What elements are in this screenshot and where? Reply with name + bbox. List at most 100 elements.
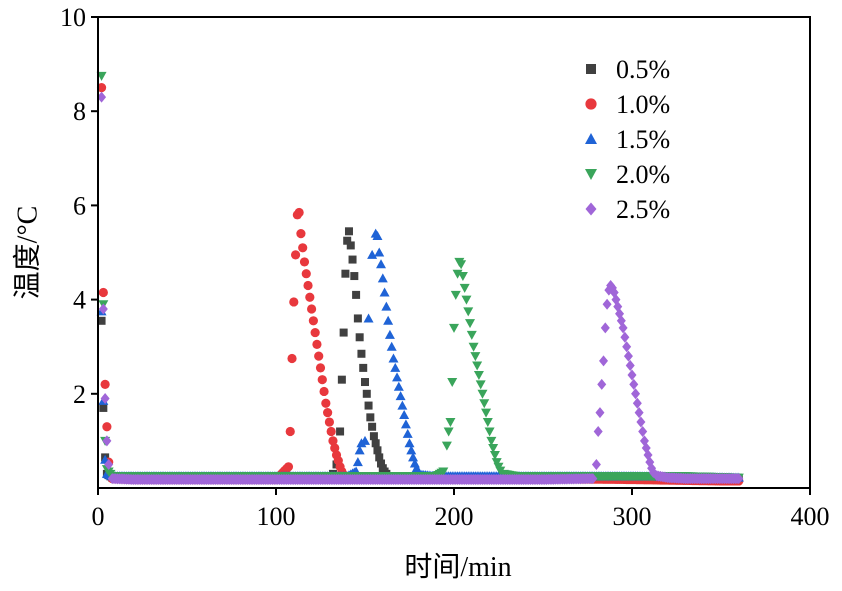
data-point — [355, 333, 364, 342]
data-point — [489, 451, 500, 461]
data-point — [102, 422, 112, 432]
data-point — [287, 353, 297, 364]
data-point — [310, 327, 320, 338]
data-point — [473, 370, 484, 380]
data-point — [308, 316, 318, 326]
data-point — [98, 303, 108, 315]
data-point — [629, 378, 639, 390]
data-point — [350, 272, 359, 281]
legend-label: 2.0% — [616, 160, 670, 189]
data-point — [97, 91, 107, 103]
data-point — [346, 241, 355, 250]
data-point — [290, 250, 301, 260]
data-point — [623, 350, 633, 362]
data-point — [381, 301, 392, 311]
data-point — [449, 323, 459, 333]
data-point — [372, 231, 383, 241]
data-point — [388, 353, 399, 363]
data-point — [364, 401, 373, 410]
data-point — [298, 243, 308, 253]
data-point — [486, 436, 497, 446]
legend-label: 1.0% — [616, 90, 670, 119]
x-tick-label: 400 — [791, 502, 830, 531]
data-point — [457, 272, 468, 282]
axis-ticks: 0 100 200 300 400 2 4 6 8 10 — [60, 3, 830, 531]
data-point — [299, 257, 310, 267]
y-tick-label: 6 — [73, 191, 86, 220]
data-point — [360, 435, 370, 445]
data-point — [371, 439, 380, 448]
series-5 — [97, 91, 744, 486]
y-tick-label: 2 — [73, 380, 86, 409]
data-point — [734, 473, 744, 485]
data-point — [627, 369, 637, 381]
data-point — [475, 380, 486, 390]
legend-item: 0.5% — [586, 55, 670, 84]
data-point — [491, 458, 502, 468]
data-point — [620, 331, 630, 343]
data-point — [362, 389, 371, 398]
data-point — [354, 445, 365, 455]
data-point — [393, 381, 404, 391]
y-axis-title: 温度/°C — [11, 206, 43, 300]
data-point — [472, 361, 483, 371]
x-tick-label: 300 — [613, 502, 652, 531]
data-point — [395, 391, 406, 401]
data-point — [595, 407, 605, 419]
y-tick-label: 10 — [60, 3, 86, 32]
data-point — [445, 418, 456, 428]
data-point — [343, 236, 352, 245]
data-point — [97, 316, 106, 325]
data-point — [375, 453, 384, 462]
data-point — [400, 419, 411, 429]
data-point — [597, 378, 607, 390]
data-point — [374, 247, 385, 257]
data-point — [363, 313, 374, 323]
data-point — [99, 403, 108, 412]
data-point — [102, 435, 112, 447]
data-point — [634, 407, 644, 419]
data-point — [305, 292, 315, 302]
data-point — [447, 378, 458, 388]
data-point — [602, 298, 612, 310]
data-point — [352, 457, 363, 467]
data-point — [337, 375, 346, 384]
data-point — [359, 363, 368, 372]
legend-marker — [586, 64, 596, 74]
data-point — [352, 290, 361, 299]
data-point — [463, 307, 474, 317]
x-tick-label: 0 — [92, 502, 105, 531]
data-point — [408, 452, 419, 462]
data-point — [373, 446, 382, 455]
data-point — [470, 352, 481, 362]
data-point — [317, 375, 327, 385]
data-point — [283, 462, 294, 472]
data-point — [488, 443, 499, 453]
data-point — [96, 71, 107, 81]
data-point — [456, 260, 467, 270]
data-point — [477, 389, 488, 399]
legend-label: 1.5% — [616, 125, 670, 154]
data-point — [402, 428, 413, 438]
data-point — [404, 438, 415, 448]
data-point — [459, 283, 470, 293]
data-point — [321, 398, 331, 408]
data-point — [324, 417, 334, 427]
x-tick-label: 100 — [257, 502, 296, 531]
legend-item: 2.0% — [585, 160, 670, 189]
data-point — [294, 207, 304, 218]
data-point — [450, 290, 461, 300]
data-point — [104, 458, 114, 470]
data-point — [622, 341, 632, 353]
legend: 0.5% 1.0% 1.5% 2.0% 2.5% — [585, 55, 670, 224]
data-point — [377, 273, 388, 283]
data-point — [618, 322, 628, 334]
data-point — [441, 441, 452, 451]
data-point — [452, 269, 463, 279]
legend-label: 0.5% — [616, 55, 670, 84]
data-point — [285, 426, 295, 437]
data-point — [368, 422, 377, 431]
data-point — [379, 287, 390, 297]
